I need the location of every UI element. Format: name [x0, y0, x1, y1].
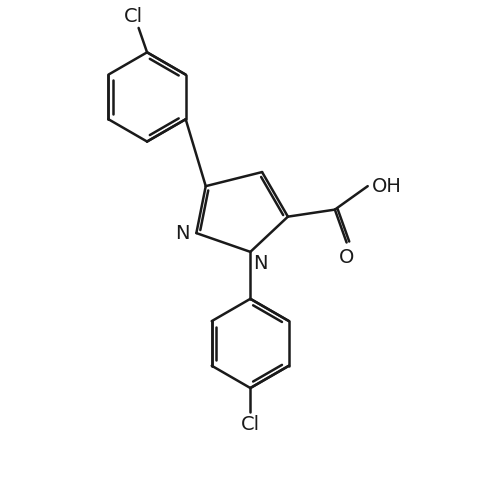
- Text: N: N: [175, 224, 189, 242]
- Text: Cl: Cl: [241, 415, 260, 434]
- Text: OH: OH: [372, 177, 401, 196]
- Text: O: O: [339, 248, 354, 267]
- Text: Cl: Cl: [124, 7, 143, 25]
- Text: N: N: [252, 254, 267, 273]
